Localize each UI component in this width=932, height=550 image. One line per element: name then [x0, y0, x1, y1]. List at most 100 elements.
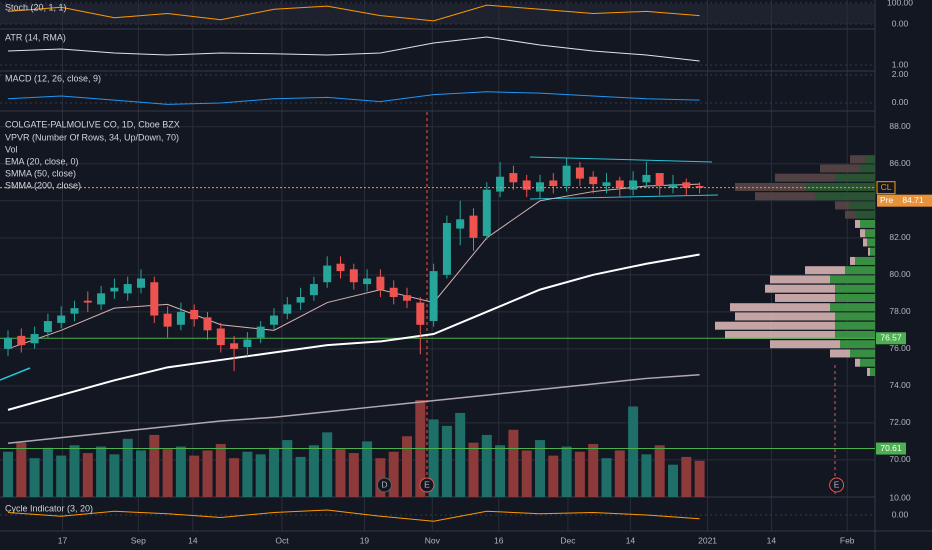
candle-body — [695, 186, 704, 188]
event-marker — [376, 477, 392, 493]
volume-bar — [229, 458, 240, 497]
x-tick-label: Sep — [131, 535, 146, 545]
vpvr-down — [850, 155, 865, 164]
volume-bar — [455, 412, 466, 497]
last-tag: CL — [881, 182, 892, 192]
level-badge — [876, 332, 906, 345]
level-label: 76.57 — [880, 333, 902, 343]
volume-bar — [668, 464, 678, 497]
candle-body — [615, 180, 624, 188]
vpvr-down — [730, 303, 830, 312]
legend: EMA (20, close, 0) — [5, 156, 79, 166]
vpvr-down — [867, 367, 870, 376]
event-marker — [829, 477, 845, 493]
volume-bar — [654, 445, 665, 497]
candle-body — [323, 265, 332, 283]
trend-line — [529, 156, 713, 163]
candle-body — [389, 287, 398, 298]
volume-bar — [82, 453, 93, 497]
volume-bar — [428, 419, 439, 497]
volume-bar — [308, 445, 319, 497]
event-marker — [419, 477, 435, 493]
volume-bar — [375, 458, 386, 497]
candle-body — [203, 317, 212, 331]
candle-body — [150, 282, 159, 316]
level-label: 70.61 — [880, 443, 902, 453]
volume-bar — [548, 455, 559, 497]
x-tick-label: Oct — [275, 535, 289, 545]
candle-body — [309, 284, 318, 296]
y-tick-label: 82.00 — [889, 232, 911, 242]
atr-line — [7, 36, 700, 62]
atr-title: ATR (14, RMA) — [5, 32, 66, 42]
vpvr-down — [863, 238, 867, 247]
vpvr-down — [765, 284, 835, 293]
x-tick-label: Feb — [840, 535, 855, 545]
volume-bar — [136, 450, 146, 497]
vpvr-up — [867, 238, 875, 247]
volume-bar — [388, 451, 399, 497]
volume-bar — [29, 458, 40, 497]
vpvr-down — [775, 173, 835, 182]
y-tick-label: 0.00 — [892, 509, 909, 519]
vpvr-up — [865, 155, 875, 164]
vpvr-down — [775, 293, 835, 302]
moving-average — [7, 373, 700, 444]
x-tick-label: 14 — [626, 535, 636, 545]
volume-bar — [109, 454, 120, 497]
volume-bar — [322, 432, 333, 497]
x-tick-label: 14 — [767, 535, 777, 545]
stoch-band — [0, 4, 875, 24]
pre-tag: Pre — [880, 195, 894, 205]
vpvr-up — [870, 247, 875, 256]
vpvr-down — [715, 321, 835, 330]
vpvr-up — [860, 219, 875, 228]
vpvr-up — [860, 358, 875, 367]
volume-bar — [282, 440, 293, 497]
vpvr-down — [820, 164, 860, 173]
candle-body — [243, 339, 252, 347]
volume-bar — [42, 447, 53, 497]
vpvr-down — [770, 275, 830, 284]
volume-bar — [69, 445, 80, 497]
vpvr-down — [868, 247, 870, 256]
vpvr-up — [845, 266, 875, 275]
volume-bar — [588, 443, 599, 497]
x-tick-label: 19 — [360, 535, 370, 545]
candle-body — [429, 271, 438, 322]
x-tick-label: 14 — [188, 535, 198, 545]
volume-bar — [295, 456, 306, 497]
vpvr-up — [850, 349, 875, 358]
volume-tick: 10.00 — [889, 492, 911, 502]
trend-line — [0, 367, 31, 381]
candle-body — [283, 304, 292, 314]
candle-body — [496, 176, 505, 192]
candle-body — [642, 174, 651, 183]
candle-body — [509, 173, 518, 183]
vpvr-up — [855, 210, 875, 219]
vpvr-up — [835, 321, 875, 330]
candle-body — [256, 326, 265, 338]
candle-body — [230, 343, 239, 349]
stoch-line — [7, 4, 700, 22]
candle-body — [163, 313, 172, 327]
y-tick-label: 70.00 — [889, 454, 911, 464]
volume-bar — [694, 460, 705, 497]
vpvr-up — [870, 367, 875, 376]
pre-badge — [877, 194, 932, 207]
cycle-title: Cycle Indicator (3, 20) — [5, 503, 93, 513]
volume-bar — [175, 446, 186, 497]
volume-bar — [202, 450, 213, 497]
volume-bar — [628, 406, 639, 497]
candle-body — [4, 337, 12, 349]
last-label: 84.71 — [902, 195, 924, 205]
volume-bar — [3, 451, 13, 497]
vpvr-up — [855, 256, 875, 265]
vpvr-down — [805, 266, 845, 275]
vpvr-down — [830, 349, 850, 358]
candle-body — [575, 167, 584, 179]
legend: VPVR (Number Of Rows, 34, Up/Down, 70) — [5, 132, 179, 142]
vpvr-up — [830, 303, 875, 312]
